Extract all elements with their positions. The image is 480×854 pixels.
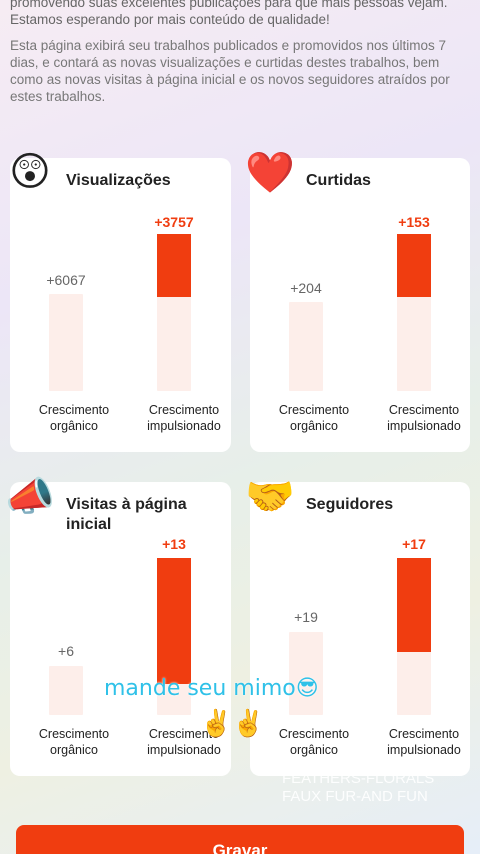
boosted-label: Crescimento impulsionado	[387, 403, 461, 433]
boosted-label: Crescimento impulsionado	[387, 727, 461, 757]
organic-value: +6	[58, 643, 74, 659]
organic-value: +204	[290, 280, 322, 296]
boosted-bar-fill	[157, 558, 191, 684]
watermark-line-1: FEATHERS-FLORALS	[282, 770, 435, 787]
boosted-bar	[397, 234, 431, 391]
record-button[interactable]: Gravar	[16, 825, 464, 854]
video-caption: mande seu mimo😎	[104, 676, 319, 701]
intro-line-2: Esta página exibirá seu trabalhos public…	[10, 38, 450, 104]
boosted-value: +153	[398, 214, 430, 230]
background-watermark: FEATHERS-FLORALS FAUX FUR-AND FUN	[282, 770, 434, 806]
organic-bar	[49, 666, 83, 715]
boosted-bar	[157, 558, 191, 715]
card-title: Visitas à página inicial	[66, 496, 187, 533]
card-title: Visualizações	[66, 172, 171, 189]
boosted-value: +13	[162, 536, 186, 552]
boosted-bar-fill	[397, 558, 431, 653]
astonished-face-icon: 😲	[9, 150, 51, 194]
card-title: Seguidores	[306, 496, 394, 513]
boosted-value: +3757	[154, 214, 194, 230]
card-home-visits: 📣 Visitas à página inicial +6 +13 Cresci…	[5, 475, 231, 776]
organic-label: Crescimento orgânico	[38, 403, 110, 433]
boosted-bar-fill	[157, 234, 191, 297]
organic-label: Crescimento orgânico	[278, 403, 350, 433]
boosted-bar-fill	[397, 234, 431, 297]
organic-bar	[49, 294, 83, 391]
boosted-label: Crescimento impulsionado	[147, 403, 221, 433]
organic-value: +6067	[46, 272, 86, 288]
card-title: Curtidas	[306, 172, 371, 189]
intro-text: promovendo suas excelentes publicações p…	[10, 0, 450, 114]
peace-sign-icon: ✌️✌️	[200, 708, 265, 738]
card-views: 😲 Visualizações +6067 +3757 Crescimento …	[9, 150, 231, 452]
boosted-bar	[397, 558, 431, 715]
organic-label: Crescimento orgânico	[38, 727, 110, 757]
organic-value: +19	[294, 609, 318, 625]
heart-icon: ❤️	[245, 150, 295, 195]
card-followers: 🤝 Seguidores +19 +17 Crescimento orgânic…	[245, 475, 470, 776]
organic-bar	[289, 632, 323, 715]
megaphone-icon: 📣	[5, 474, 55, 519]
card-likes: ❤️ Curtidas +204 +153 Crescimento orgâni…	[245, 151, 470, 452]
boosted-value: +17	[402, 536, 426, 552]
handshake-icon: 🤝	[245, 474, 295, 519]
watermark-line-2: FAUX FUR-AND FUN	[282, 788, 428, 805]
organic-bar	[289, 302, 323, 391]
organic-label: Crescimento orgânico	[278, 727, 350, 757]
boosted-label: Crescimento impulsionado	[147, 727, 221, 757]
intro-line-1: promovendo suas excelentes publicações p…	[10, 0, 448, 27]
boosted-bar	[157, 234, 191, 391]
